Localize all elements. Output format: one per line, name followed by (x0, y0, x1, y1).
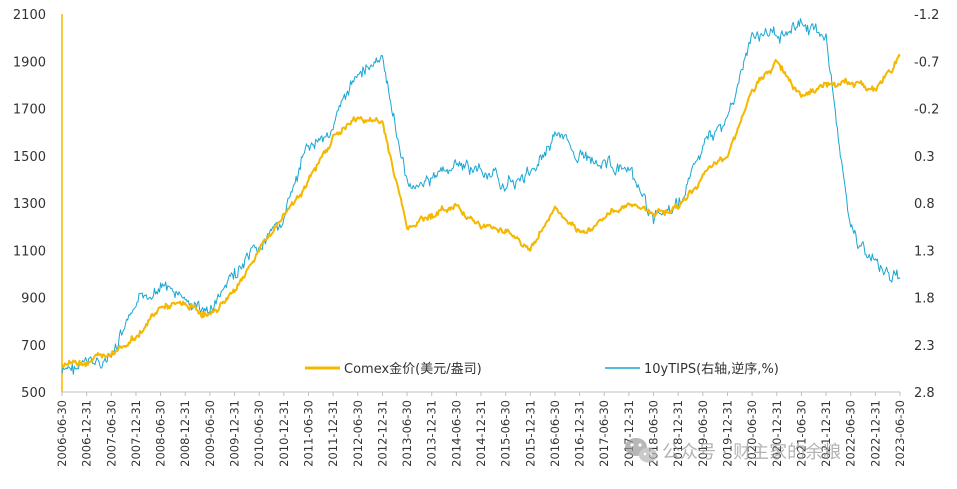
left-tick-label: 500 (21, 386, 46, 401)
right-tick-label: 0.8 (914, 197, 935, 212)
x-tick-label: 2022-12-31 (868, 400, 882, 467)
left-tick-label: 1300 (13, 197, 46, 212)
x-tick-label: 2013-06-30 (400, 400, 414, 467)
left-axis-tick-labels: 500 700 900 1100 1300 1500 1700 1900 2100 (13, 8, 46, 401)
x-tick-label: 2016-12-31 (573, 400, 587, 467)
x-tick-label: 2011-06-30 (301, 400, 315, 467)
wechat-icon (625, 438, 657, 463)
x-tick-label: 2015-06-30 (499, 400, 513, 467)
x-tick-label: 2015-12-31 (523, 400, 537, 467)
left-tick-label: 1900 (13, 55, 46, 70)
x-tick-label: 2018-12-31 (671, 400, 685, 467)
x-tick-label: 2017-12-31 (622, 400, 636, 467)
x-tick-label: 2010-12-31 (277, 400, 291, 467)
legend: Comex金价(美元/盎司) 10yTIPS(右轴,逆序,%) (305, 361, 779, 377)
x-tick-label: 2014-12-31 (474, 400, 488, 467)
series-line-gold (61, 54, 901, 369)
right-tick-label: 2.3 (914, 339, 935, 354)
legend-label-tips: 10yTIPS(右轴,逆序,%) (644, 361, 779, 377)
legend-label-gold: Comex金价(美元/盎司) (344, 361, 482, 377)
x-tick-label: 2007-06-30 (104, 400, 118, 467)
left-tick-label: 1700 (13, 103, 46, 118)
x-tick-label: 2006-06-30 (55, 400, 69, 467)
left-tick-label: 1500 (13, 150, 46, 165)
x-tick-label: 2006-12-31 (80, 400, 94, 467)
x-tick-label: 2009-06-30 (203, 400, 217, 467)
x-axis-tick-labels: 2006-06-30 2006-12-31 2007-06-30 2007-12-31… (55, 392, 907, 467)
left-tick-label: 1100 (13, 244, 46, 259)
x-tick-label: 2012-06-30 (351, 400, 365, 467)
series-layer (61, 18, 901, 375)
x-tick-label: 2013-12-31 (425, 400, 439, 467)
right-tick-label: -1.2 (914, 8, 939, 23)
left-tick-label: 2100 (13, 8, 46, 23)
x-tick-label: 2008-06-30 (154, 400, 168, 467)
right-tick-label: 2.8 (914, 386, 935, 401)
x-tick-label: 2017-06-30 (597, 400, 611, 467)
right-tick-label: 0.3 (914, 150, 935, 165)
right-tick-label: 1.8 (914, 292, 935, 307)
x-tick-label: 2022-06-30 (844, 400, 858, 467)
x-tick-label: 2014-06-30 (449, 400, 463, 467)
x-tick-label: 2019-12-31 (720, 400, 734, 467)
x-tick-label: 2023-06-30 (893, 400, 907, 467)
x-tick-label: 2009-12-31 (228, 400, 242, 467)
x-tick-label: 2021-12-31 (819, 400, 833, 467)
x-tick-label: 2010-06-30 (252, 400, 266, 467)
x-tick-label: 2007-12-31 (129, 400, 143, 467)
watermark-text: 公众号 · 财主家的余粮 (662, 442, 841, 463)
x-tick-label: 2021-06-30 (794, 400, 808, 467)
right-tick-label: 1.3 (914, 244, 935, 259)
right-tick-label: -0.7 (914, 55, 939, 70)
x-tick-label: 2016-06-30 (548, 400, 562, 467)
x-tick-label: 2019-06-30 (696, 400, 710, 467)
x-tick-label: 2012-12-31 (375, 400, 389, 467)
x-tick-label: 2008-12-31 (178, 400, 192, 467)
x-tick-label: 2020-12-31 (770, 400, 784, 467)
x-tick-label: 2011-12-31 (326, 400, 340, 467)
x-tick-label: 2020-06-30 (745, 400, 759, 467)
left-tick-label: 700 (21, 339, 46, 354)
series-line-tips (61, 18, 901, 375)
right-axis-tick-labels: -1.2 -0.7 -0.2 0.3 0.8 1.3 1.8 2.3 2.8 (914, 8, 939, 401)
watermark: 公众号 · 财主家的余粮 (625, 438, 841, 463)
left-tick-label: 900 (21, 292, 46, 307)
right-tick-label: -0.2 (914, 103, 939, 118)
